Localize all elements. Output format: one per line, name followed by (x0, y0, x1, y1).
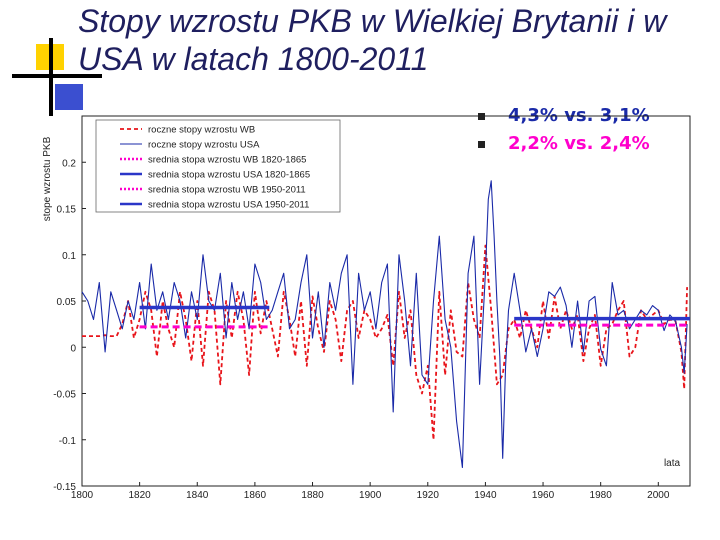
chart-plot-area (81, 180, 690, 469)
bullet-text: 2,2% vs. 2,4% (508, 133, 650, 154)
x-tick-label: 2000 (647, 490, 670, 501)
y-tick-label: -0.05 (53, 390, 76, 401)
y-tick-label: 0 (70, 343, 76, 354)
x-tick-label: 1940 (474, 490, 497, 501)
chart-axes: 1800 1820 1840 1860 1880 1900 1920 1940 1960 1980… (42, 115, 691, 501)
decor-horizontal-line (12, 74, 102, 78)
x-tick-label: 1960 (532, 490, 555, 501)
legend-entry: srednia stopa wzrostu WB 1950-2011 (148, 185, 306, 196)
x-tick-label: 1840 (186, 490, 209, 501)
y-tick-label: -0.1 (59, 436, 77, 447)
legend-entry: srednia stopa wzrostu USA 1820-1865 (148, 170, 310, 181)
x-tick-label: 1800 (71, 490, 94, 501)
y-tick-label: 0.1 (62, 251, 76, 262)
x-tick-label: 1820 (129, 490, 152, 501)
x-tick-label: 1860 (244, 490, 267, 501)
x-tick-label: 1920 (417, 490, 440, 501)
decor-blue-square (55, 84, 83, 110)
chart-legend: roczne stopy wzrostu WB roczne stopy wzro… (95, 119, 341, 213)
legend-entry: roczne stopy wzrostu WB (148, 125, 255, 136)
x-axis-label: lata (664, 458, 681, 469)
series-line (82, 244, 688, 441)
bullet-item: 2,2% vs. 2,4% (476, 130, 650, 158)
y-axis-label: stope wzrostu PKB (42, 136, 53, 221)
x-tick-label: 1880 (301, 490, 324, 501)
legend-box (95, 119, 341, 213)
y-tick-label: 0.2 (62, 158, 76, 169)
legend-entry: srednia stopa wzrostu USA 1950-2011 (148, 200, 309, 211)
x-tick-label: 1980 (590, 490, 613, 501)
y-tick-label: -0.15 (53, 482, 76, 493)
slide-title: Stopy wzrostu PKB w Wielkiej Brytanii i … (78, 3, 667, 77)
y-tick-label: 0.05 (57, 297, 77, 308)
legend-entry: srednia stopa wzrostu WB 1820-1865 (148, 155, 306, 166)
bullet-square-icon (478, 141, 485, 148)
y-tick-label: 0.15 (57, 205, 77, 216)
x-tick-label: 1900 (359, 490, 382, 501)
legend-entry: roczne stopy wzrostu USA (148, 140, 260, 151)
